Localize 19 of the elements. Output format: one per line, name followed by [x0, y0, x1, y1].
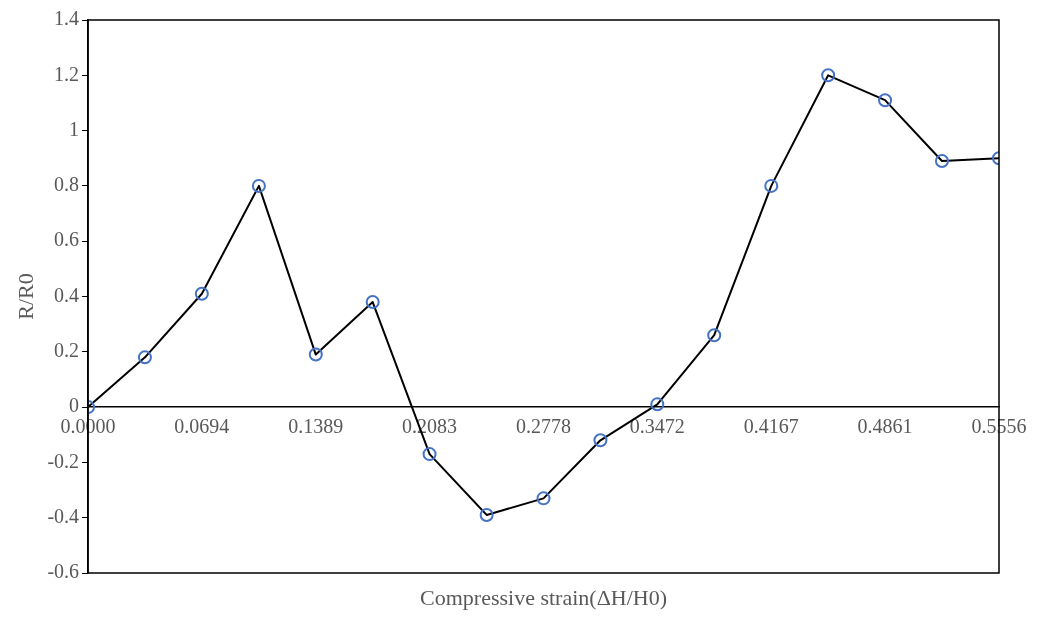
y-tick-label: 0.4 — [54, 283, 80, 306]
y-tick-label: -0.6 — [47, 560, 80, 583]
x-tick-label: 0.3472 — [629, 415, 685, 438]
x-tick-label: 0.2778 — [516, 415, 572, 438]
y-tick-label: 1 — [69, 117, 80, 140]
y-tick-label: 0.2 — [54, 339, 80, 362]
y-tick-label: 1.4 — [54, 7, 80, 30]
x-tick-label: 0.0694 — [174, 415, 230, 438]
x-tick-label: 0.1389 — [288, 415, 344, 438]
y-tick-label: 0.6 — [54, 228, 80, 251]
y-axis-title: R/R0 — [12, 273, 38, 320]
y-tick-label: 1.2 — [54, 62, 80, 85]
x-axis-title: Compressive strain(ΔH/H0) — [420, 584, 668, 610]
y-tick-label: 0 — [69, 394, 80, 417]
x-tick-label: 0.4861 — [857, 415, 913, 438]
x-tick-label: 0.4167 — [743, 415, 799, 438]
y-tick-label: -0.2 — [47, 449, 80, 472]
y-tick-label: -0.4 — [47, 504, 80, 527]
y-tick-label: 0.8 — [54, 173, 80, 196]
